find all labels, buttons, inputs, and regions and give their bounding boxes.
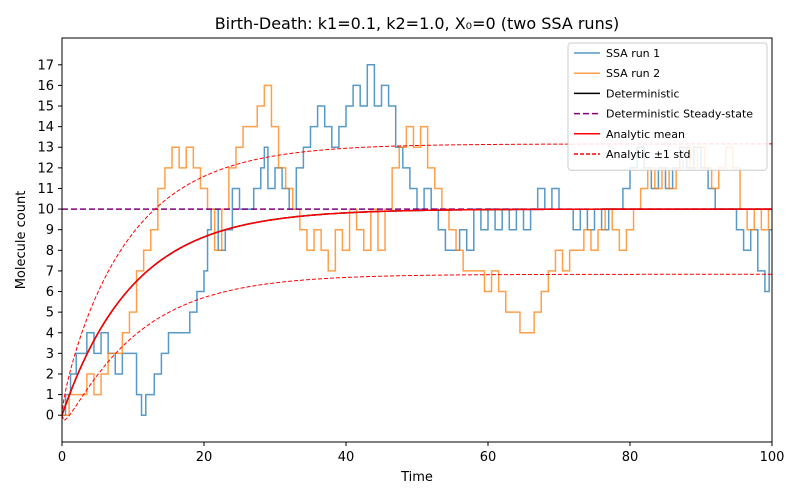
y-tick-label: 11	[37, 182, 54, 197]
legend-label-5: Analytic mean	[606, 128, 685, 141]
y-tick-label: 15	[37, 100, 54, 115]
legend-label-4: Deterministic Steady-state	[606, 108, 753, 121]
y-tick-label: 5	[46, 306, 54, 321]
legend: SSA run 1 SSA run 2 Deterministic Determini…	[567, 42, 768, 171]
x-axis-label: Time	[400, 470, 433, 485]
y-tick-label: 14	[37, 120, 54, 135]
series-1-line	[62, 64, 772, 416]
plot-frame	[61, 37, 773, 443]
y-tick-label: 10	[37, 203, 54, 218]
y-axis-label: Molecule count	[14, 191, 29, 290]
legend-label-2: SSA run 2	[606, 67, 660, 80]
y-tick-label: 8	[46, 244, 54, 259]
x-tick-label: 100	[760, 450, 785, 465]
y-tick-label: 6	[46, 285, 54, 300]
y-tick-label: 3	[46, 347, 54, 362]
analytic-lower-std-line	[62, 273, 772, 422]
legend-label-6: Analytic ±1 std	[606, 148, 690, 161]
x-tick-label: 80	[622, 450, 639, 465]
legend-label-3: Deterministic	[606, 87, 680, 100]
y-tick-label: 2	[46, 367, 54, 382]
x-tick-label: 20	[196, 450, 213, 465]
y-tick-label: 17	[37, 58, 54, 73]
x-tick-label: 0	[58, 450, 66, 465]
series-2-line	[62, 84, 772, 416]
y-tick-label: 16	[37, 79, 54, 94]
x-tick-label: 40	[338, 450, 355, 465]
y-tick-label: 0	[46, 409, 54, 424]
y-tick-label: 7	[46, 264, 54, 279]
y-tick-label: 13	[37, 141, 54, 156]
x-tick-label: 60	[480, 450, 497, 465]
legend-box	[567, 42, 768, 171]
analytic-mean-line	[62, 208, 772, 416]
chart-title: Birth-Death: k1=0.1, k2=1.0, X₀=0 (two S…	[215, 14, 620, 33]
y-tick-label: 4	[46, 326, 54, 341]
y-tick-label: 12	[37, 161, 54, 176]
analytic-upper-std-line	[62, 143, 772, 416]
x-axis-ticks: 0 20 40 60 80 100	[58, 442, 785, 465]
y-tick-label: 9	[46, 223, 54, 238]
y-tick-label: 1	[46, 388, 54, 403]
legend-label-1: SSA run 1	[606, 47, 660, 60]
